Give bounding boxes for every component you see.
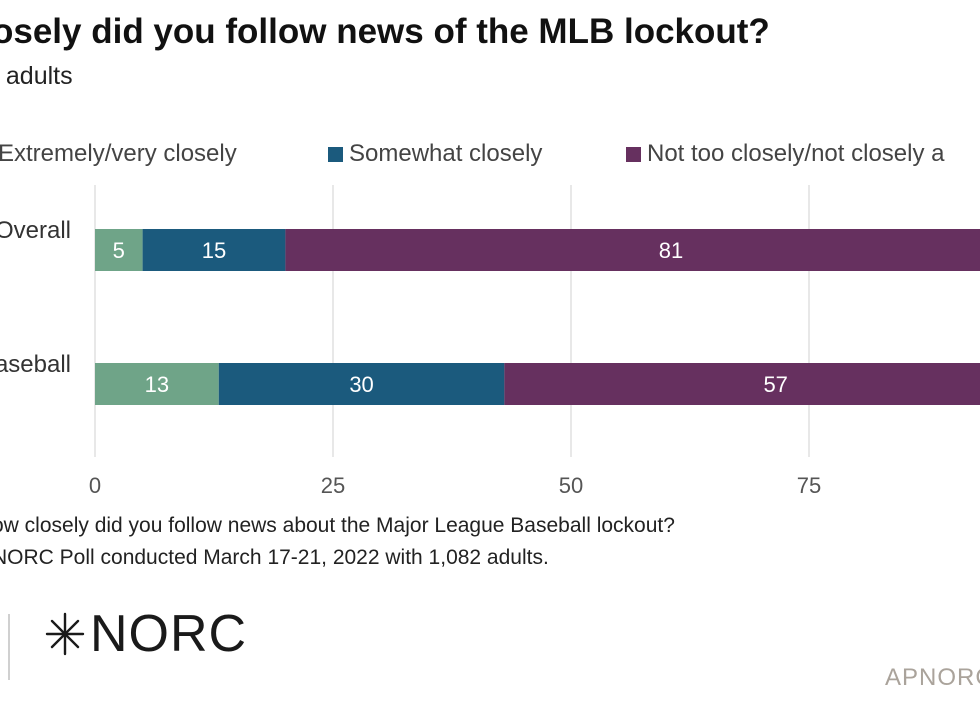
bar-segment bbox=[218, 363, 505, 405]
source-note: NORC Poll conducted March 17-21, 2022 wi… bbox=[0, 546, 549, 569]
category-label: aseball bbox=[0, 351, 71, 378]
data-label: 57 bbox=[763, 372, 787, 397]
data-label: 5 bbox=[113, 238, 125, 263]
legend-item-somewhat-closely: Somewhat closely bbox=[328, 140, 542, 168]
bar-segment bbox=[285, 229, 980, 271]
legend-label: Not too closely/not closely a bbox=[647, 140, 945, 167]
bar-segment bbox=[95, 229, 143, 271]
norc-logo: NORC bbox=[44, 605, 248, 663]
logo-divider bbox=[8, 614, 10, 680]
data-label: 13 bbox=[145, 372, 169, 397]
legend-label: Somewhat closely bbox=[349, 140, 543, 167]
stacked-bar-chart: 0 25 50 75 Overall aseball 5 15 81 13 30 57 bbox=[0, 185, 980, 498]
chart-title: osely did you follow news of the MLB loc… bbox=[0, 12, 770, 51]
bar-segment bbox=[95, 363, 219, 405]
x-tick-label: 75 bbox=[797, 473, 821, 498]
x-tick-label: 25 bbox=[321, 473, 345, 498]
x-tick-label: 50 bbox=[559, 473, 583, 498]
logo-text: NORC bbox=[90, 605, 248, 663]
bar-segment bbox=[142, 229, 286, 271]
legend-item-extremely-very-closely: Extremely/very closely bbox=[0, 140, 237, 168]
bar-segment bbox=[504, 363, 980, 405]
legend-swatch bbox=[328, 146, 343, 162]
chart-subtitle: f adults bbox=[0, 62, 73, 90]
legend-label: Extremely/very closely bbox=[0, 140, 237, 167]
category-label: Overall bbox=[0, 217, 71, 244]
data-label: 30 bbox=[349, 372, 373, 397]
data-label: 81 bbox=[659, 238, 683, 263]
legend-swatch bbox=[626, 146, 641, 162]
site-label: APNORC bbox=[885, 664, 980, 691]
question-note: ow closely did you follow news about the… bbox=[0, 514, 675, 537]
chart-legend: Extremely/very closely Somewhat closely … bbox=[0, 140, 980, 174]
legend-item-not-too-closely: Not too closely/not closely a bbox=[626, 140, 944, 168]
norc-star-icon bbox=[45, 612, 85, 656]
x-tick-label: 0 bbox=[89, 473, 101, 498]
data-label: 15 bbox=[202, 238, 226, 263]
